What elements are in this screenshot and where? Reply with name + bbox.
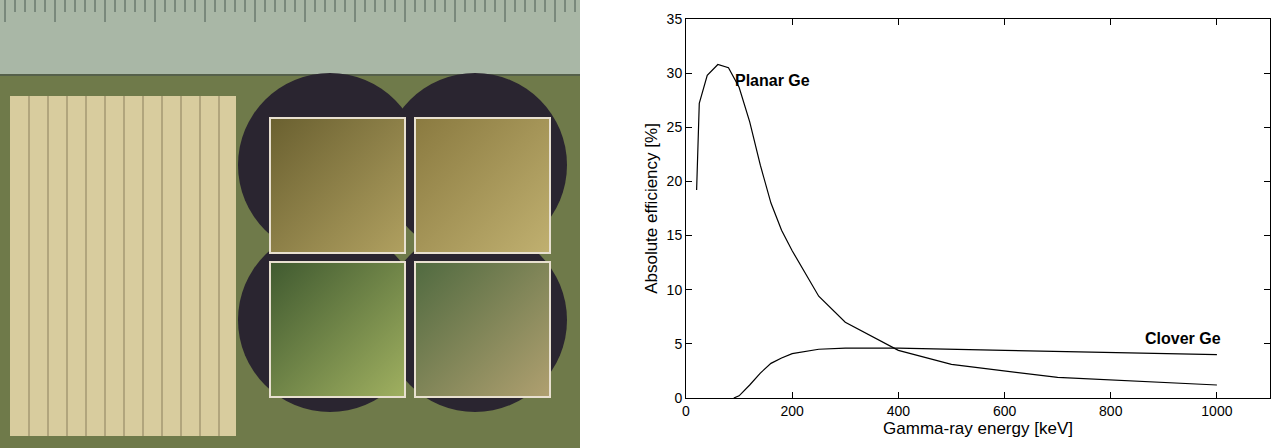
svg-text:20: 20 [667,173,683,189]
svg-text:15: 15 [667,227,683,243]
svg-text:Planar Ge: Planar Ge [735,72,810,89]
svg-text:10: 10 [667,282,683,298]
svg-text:200: 200 [781,403,805,419]
svg-text:30: 30 [667,65,683,81]
svg-text:Clover Ge: Clover Ge [1145,330,1221,347]
svg-text:Gamma-ray energy [keV]: Gamma-ray energy [keV] [883,419,1073,438]
svg-text:600: 600 [993,403,1017,419]
svg-text:25: 25 [667,119,683,135]
svg-text:0: 0 [682,403,690,419]
svg-text:5: 5 [674,336,682,352]
svg-text:0: 0 [674,390,682,406]
svg-text:400: 400 [887,403,911,419]
svg-text:1000: 1000 [1201,403,1232,419]
svg-text:35: 35 [667,11,683,27]
svg-text:800: 800 [1099,403,1123,419]
svg-text:Absolute efficiency [%]: Absolute efficiency [%] [642,123,661,294]
